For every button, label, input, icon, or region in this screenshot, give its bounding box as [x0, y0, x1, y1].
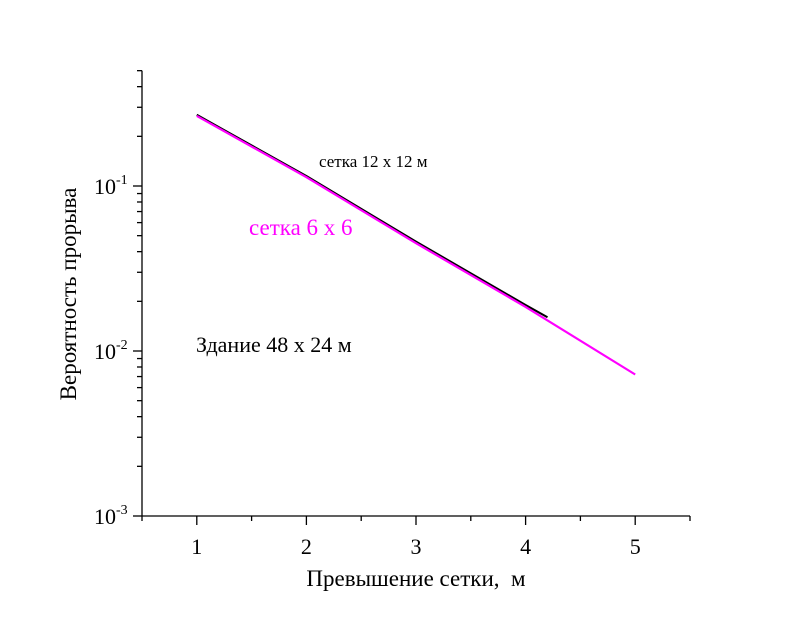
axes: 10-1 10-2 10-3 1 2 3 4 5: [94, 70, 691, 559]
x-axis-label: Превышение сетки, м: [306, 566, 526, 591]
x-tick-label: 1: [191, 534, 202, 559]
annotation-building: Здание 48 x 24 м: [196, 332, 352, 357]
series-line-grid-6x6: [196, 114, 636, 376]
annotation-grid-12: сетка 12 x 12 м: [319, 152, 428, 171]
annotation-grid-6: сетка 6 x 6: [249, 215, 353, 240]
labels: сетка 12 x 12 м сетка 6 x 6 Здание 48 x …: [56, 152, 526, 591]
y-tick-label: 10-1: [94, 173, 128, 199]
data-series: [196, 113, 636, 376]
y-axis-label: Вероятность прорыва: [56, 188, 81, 401]
y-tick-label: 10-3: [94, 503, 128, 529]
y-tick-label: 10-2: [94, 338, 128, 364]
x-tick-label: 2: [301, 534, 312, 559]
x-tick-label: 5: [630, 534, 641, 559]
x-tick-label: 4: [520, 534, 531, 559]
x-tick-label: 3: [411, 534, 422, 559]
